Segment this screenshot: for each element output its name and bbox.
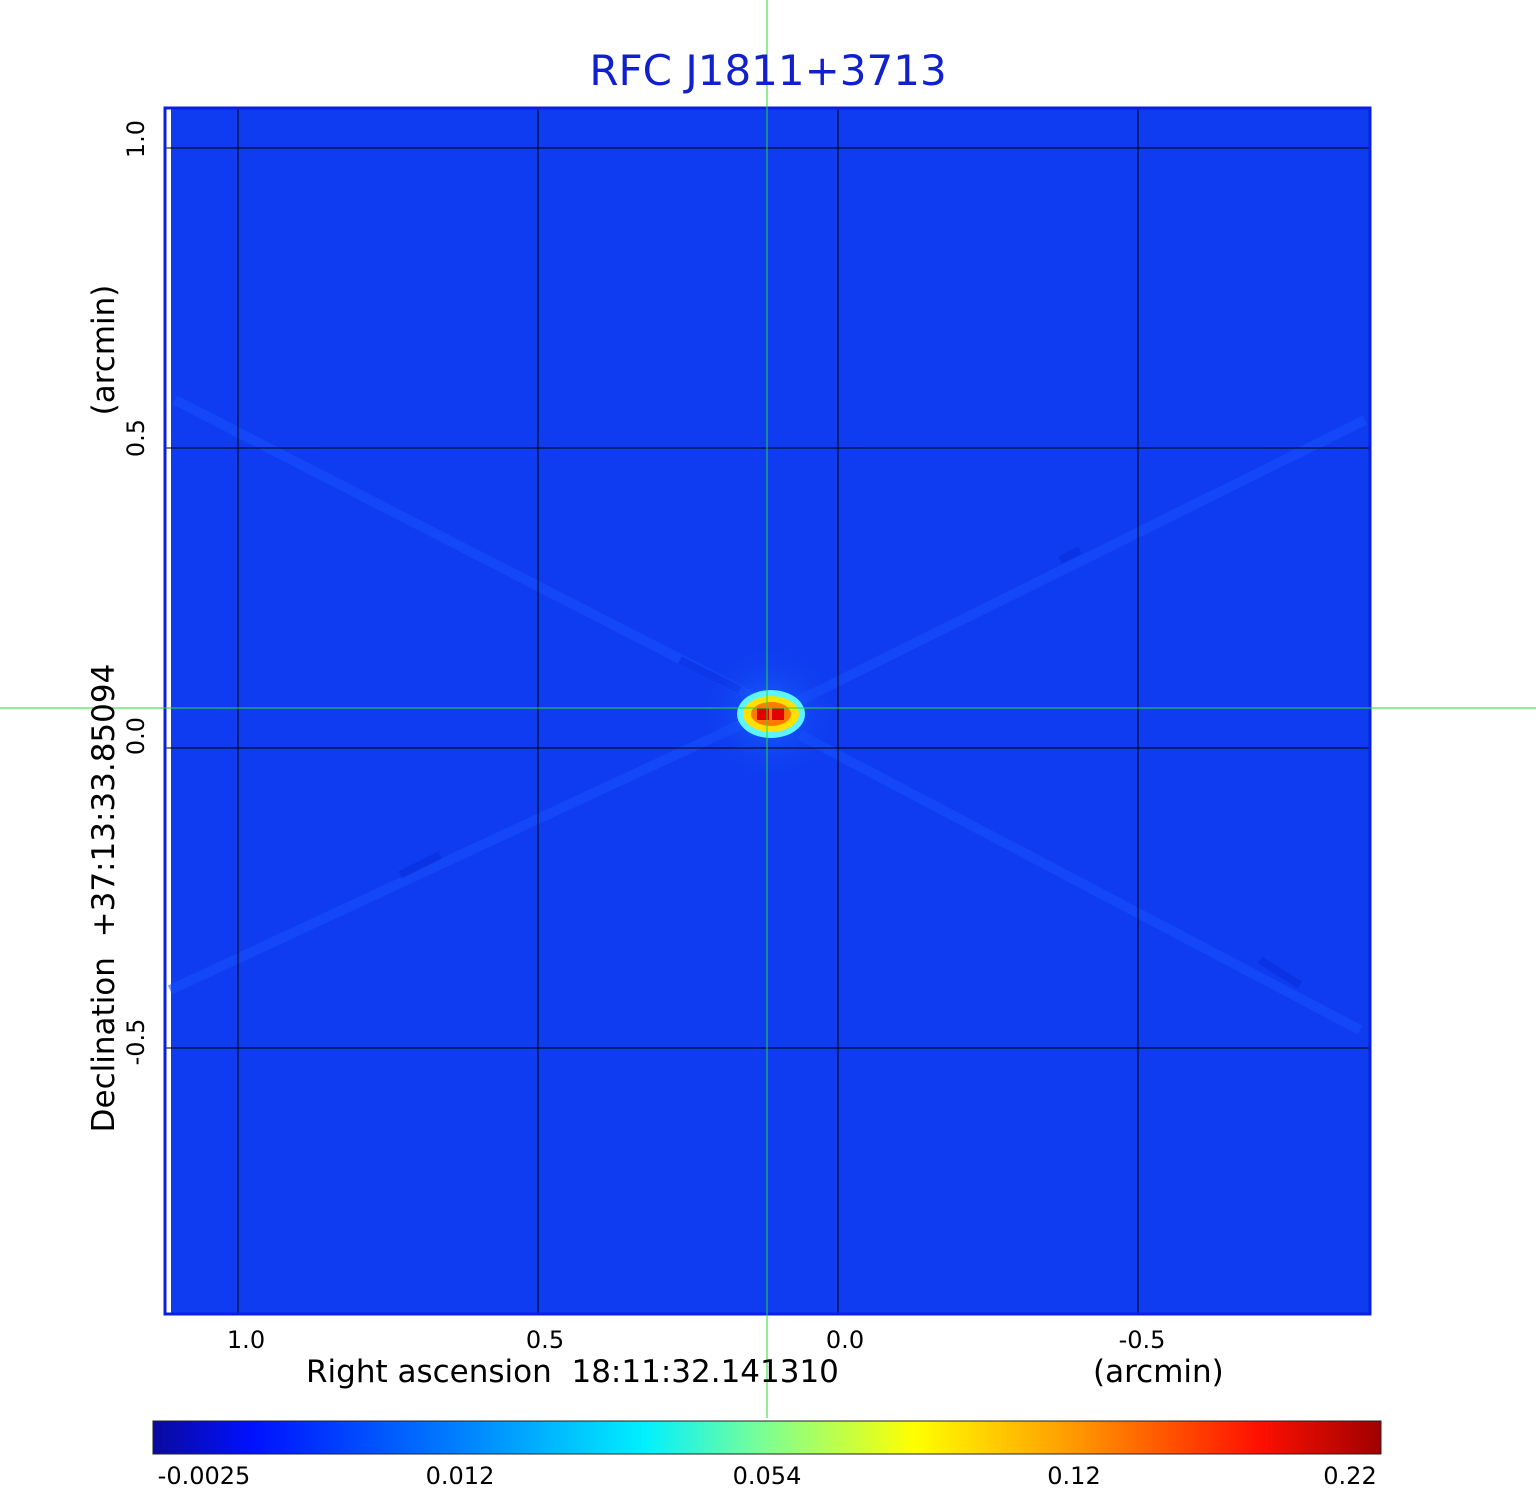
x-tick-label: 1.0 bbox=[226, 1326, 266, 1354]
y-tick-label: 0.0 bbox=[122, 716, 150, 756]
colorbar-tick-label: -0.0025 bbox=[157, 1462, 251, 1490]
crosshair[interactable] bbox=[0, 0, 1536, 1418]
colorbar bbox=[152, 1420, 1382, 1455]
y-tick-label: -0.5 bbox=[122, 1018, 150, 1066]
colorbar-tick-label: 0.012 bbox=[425, 1462, 495, 1490]
colorbar-tick-label: 0.054 bbox=[732, 1462, 802, 1490]
sidelobe-streaks bbox=[167, 395, 1368, 1035]
x-tick-label: 0.5 bbox=[525, 1326, 565, 1354]
colorbar-tick-label: 0.22 bbox=[1323, 1462, 1377, 1490]
x-tick-label: 0.0 bbox=[825, 1326, 865, 1354]
x-axis-label: Right ascension 18:11:32.141310 bbox=[306, 1354, 839, 1390]
x-axis-unit: (arcmin) bbox=[1093, 1354, 1224, 1390]
y-tick-label: 1.0 bbox=[122, 119, 150, 159]
image-left-margin bbox=[165, 108, 171, 1314]
source-peak-left bbox=[757, 708, 769, 720]
y-tick-label: 0.5 bbox=[122, 418, 150, 458]
y-axis-label: Declination +37:13:33.85094 bbox=[86, 663, 122, 1133]
colorbar-tick-label: 0.12 bbox=[1047, 1462, 1101, 1490]
image-title: RFC J1811+3713 bbox=[589, 46, 947, 95]
y-axis-unit: (arcmin) bbox=[86, 284, 122, 416]
source-peak-right bbox=[772, 708, 784, 720]
x-tick-label: -0.5 bbox=[1118, 1326, 1166, 1354]
